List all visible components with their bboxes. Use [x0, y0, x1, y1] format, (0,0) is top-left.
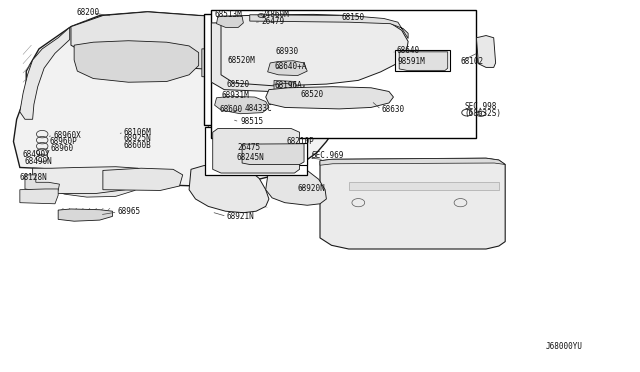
Polygon shape	[227, 56, 275, 82]
Polygon shape	[58, 209, 113, 221]
Text: 68960: 68960	[51, 144, 74, 153]
Text: 68965: 68965	[118, 208, 141, 217]
Polygon shape	[269, 41, 293, 61]
Text: 68102: 68102	[461, 57, 484, 66]
Bar	[211, 10, 476, 138]
Text: (68632S): (68632S)	[465, 109, 501, 118]
Text: 68128N: 68128N	[20, 173, 47, 182]
Text: 68925N: 68925N	[124, 134, 152, 144]
Text: 68921N: 68921N	[227, 212, 255, 221]
Text: SEC.969: SEC.969	[311, 151, 344, 160]
Text: 68210P: 68210P	[287, 137, 314, 146]
Polygon shape	[20, 28, 70, 119]
Polygon shape	[476, 36, 495, 67]
Polygon shape	[276, 51, 296, 73]
Polygon shape	[211, 22, 304, 93]
Polygon shape	[212, 129, 300, 173]
Polygon shape	[268, 61, 307, 76]
Text: 68931M: 68931M	[221, 92, 249, 100]
Text: 68930: 68930	[275, 47, 298, 56]
Text: 68196A: 68196A	[274, 81, 302, 90]
Text: 68150: 68150	[342, 13, 365, 22]
Polygon shape	[216, 16, 243, 28]
Bar	[204, 14, 309, 125]
Polygon shape	[74, 41, 198, 82]
Text: 68600B: 68600B	[124, 141, 152, 150]
Text: 68640: 68640	[397, 46, 420, 55]
Text: 98591M: 98591M	[398, 57, 426, 66]
Polygon shape	[33, 167, 147, 193]
Text: 68106M: 68106M	[124, 128, 152, 137]
Polygon shape	[320, 158, 505, 165]
Text: 68920N: 68920N	[297, 185, 324, 193]
Polygon shape	[242, 144, 304, 164]
Polygon shape	[250, 15, 408, 38]
Bar	[396, 49, 450, 71]
Text: 48433C: 48433C	[244, 105, 273, 113]
Polygon shape	[349, 182, 499, 190]
Text: 68245N: 68245N	[237, 153, 265, 161]
Text: 26475: 26475	[237, 143, 260, 152]
Text: 68960P: 68960P	[49, 137, 77, 146]
Text: 68520M: 68520M	[227, 56, 255, 65]
Text: 68490N: 68490N	[25, 157, 52, 166]
Polygon shape	[274, 80, 296, 93]
Text: 68600: 68600	[219, 105, 242, 114]
Polygon shape	[223, 82, 242, 102]
Polygon shape	[189, 164, 269, 213]
Polygon shape	[25, 175, 60, 192]
Polygon shape	[20, 189, 58, 204]
Polygon shape	[211, 78, 255, 93]
Text: 26479: 26479	[261, 17, 284, 26]
Text: 68630: 68630	[381, 105, 404, 114]
Text: 68520: 68520	[227, 80, 250, 89]
Text: 24860M: 24860M	[261, 10, 289, 19]
Polygon shape	[320, 158, 505, 249]
Text: 68490Y: 68490Y	[22, 150, 50, 159]
Polygon shape	[221, 15, 408, 86]
Bar	[205, 127, 307, 175]
Text: 68640+A: 68640+A	[274, 62, 307, 71]
Polygon shape	[39, 168, 143, 197]
Text: 68520: 68520	[301, 90, 324, 99]
Text: 98515: 98515	[240, 118, 263, 126]
Polygon shape	[399, 52, 448, 70]
Polygon shape	[208, 119, 294, 141]
Polygon shape	[13, 12, 357, 186]
Text: 68960X: 68960X	[53, 131, 81, 140]
Text: 68200: 68200	[76, 9, 99, 17]
Text: SEC.998: SEC.998	[465, 102, 497, 111]
Polygon shape	[266, 87, 394, 109]
Polygon shape	[205, 88, 294, 119]
Polygon shape	[214, 96, 269, 114]
Polygon shape	[266, 167, 326, 205]
Text: 68513M: 68513M	[214, 10, 243, 19]
Polygon shape	[103, 168, 182, 190]
Text: J68000YU: J68000YU	[546, 341, 583, 350]
Bar	[237, 142, 307, 165]
Polygon shape	[71, 12, 355, 72]
Polygon shape	[202, 49, 253, 78]
